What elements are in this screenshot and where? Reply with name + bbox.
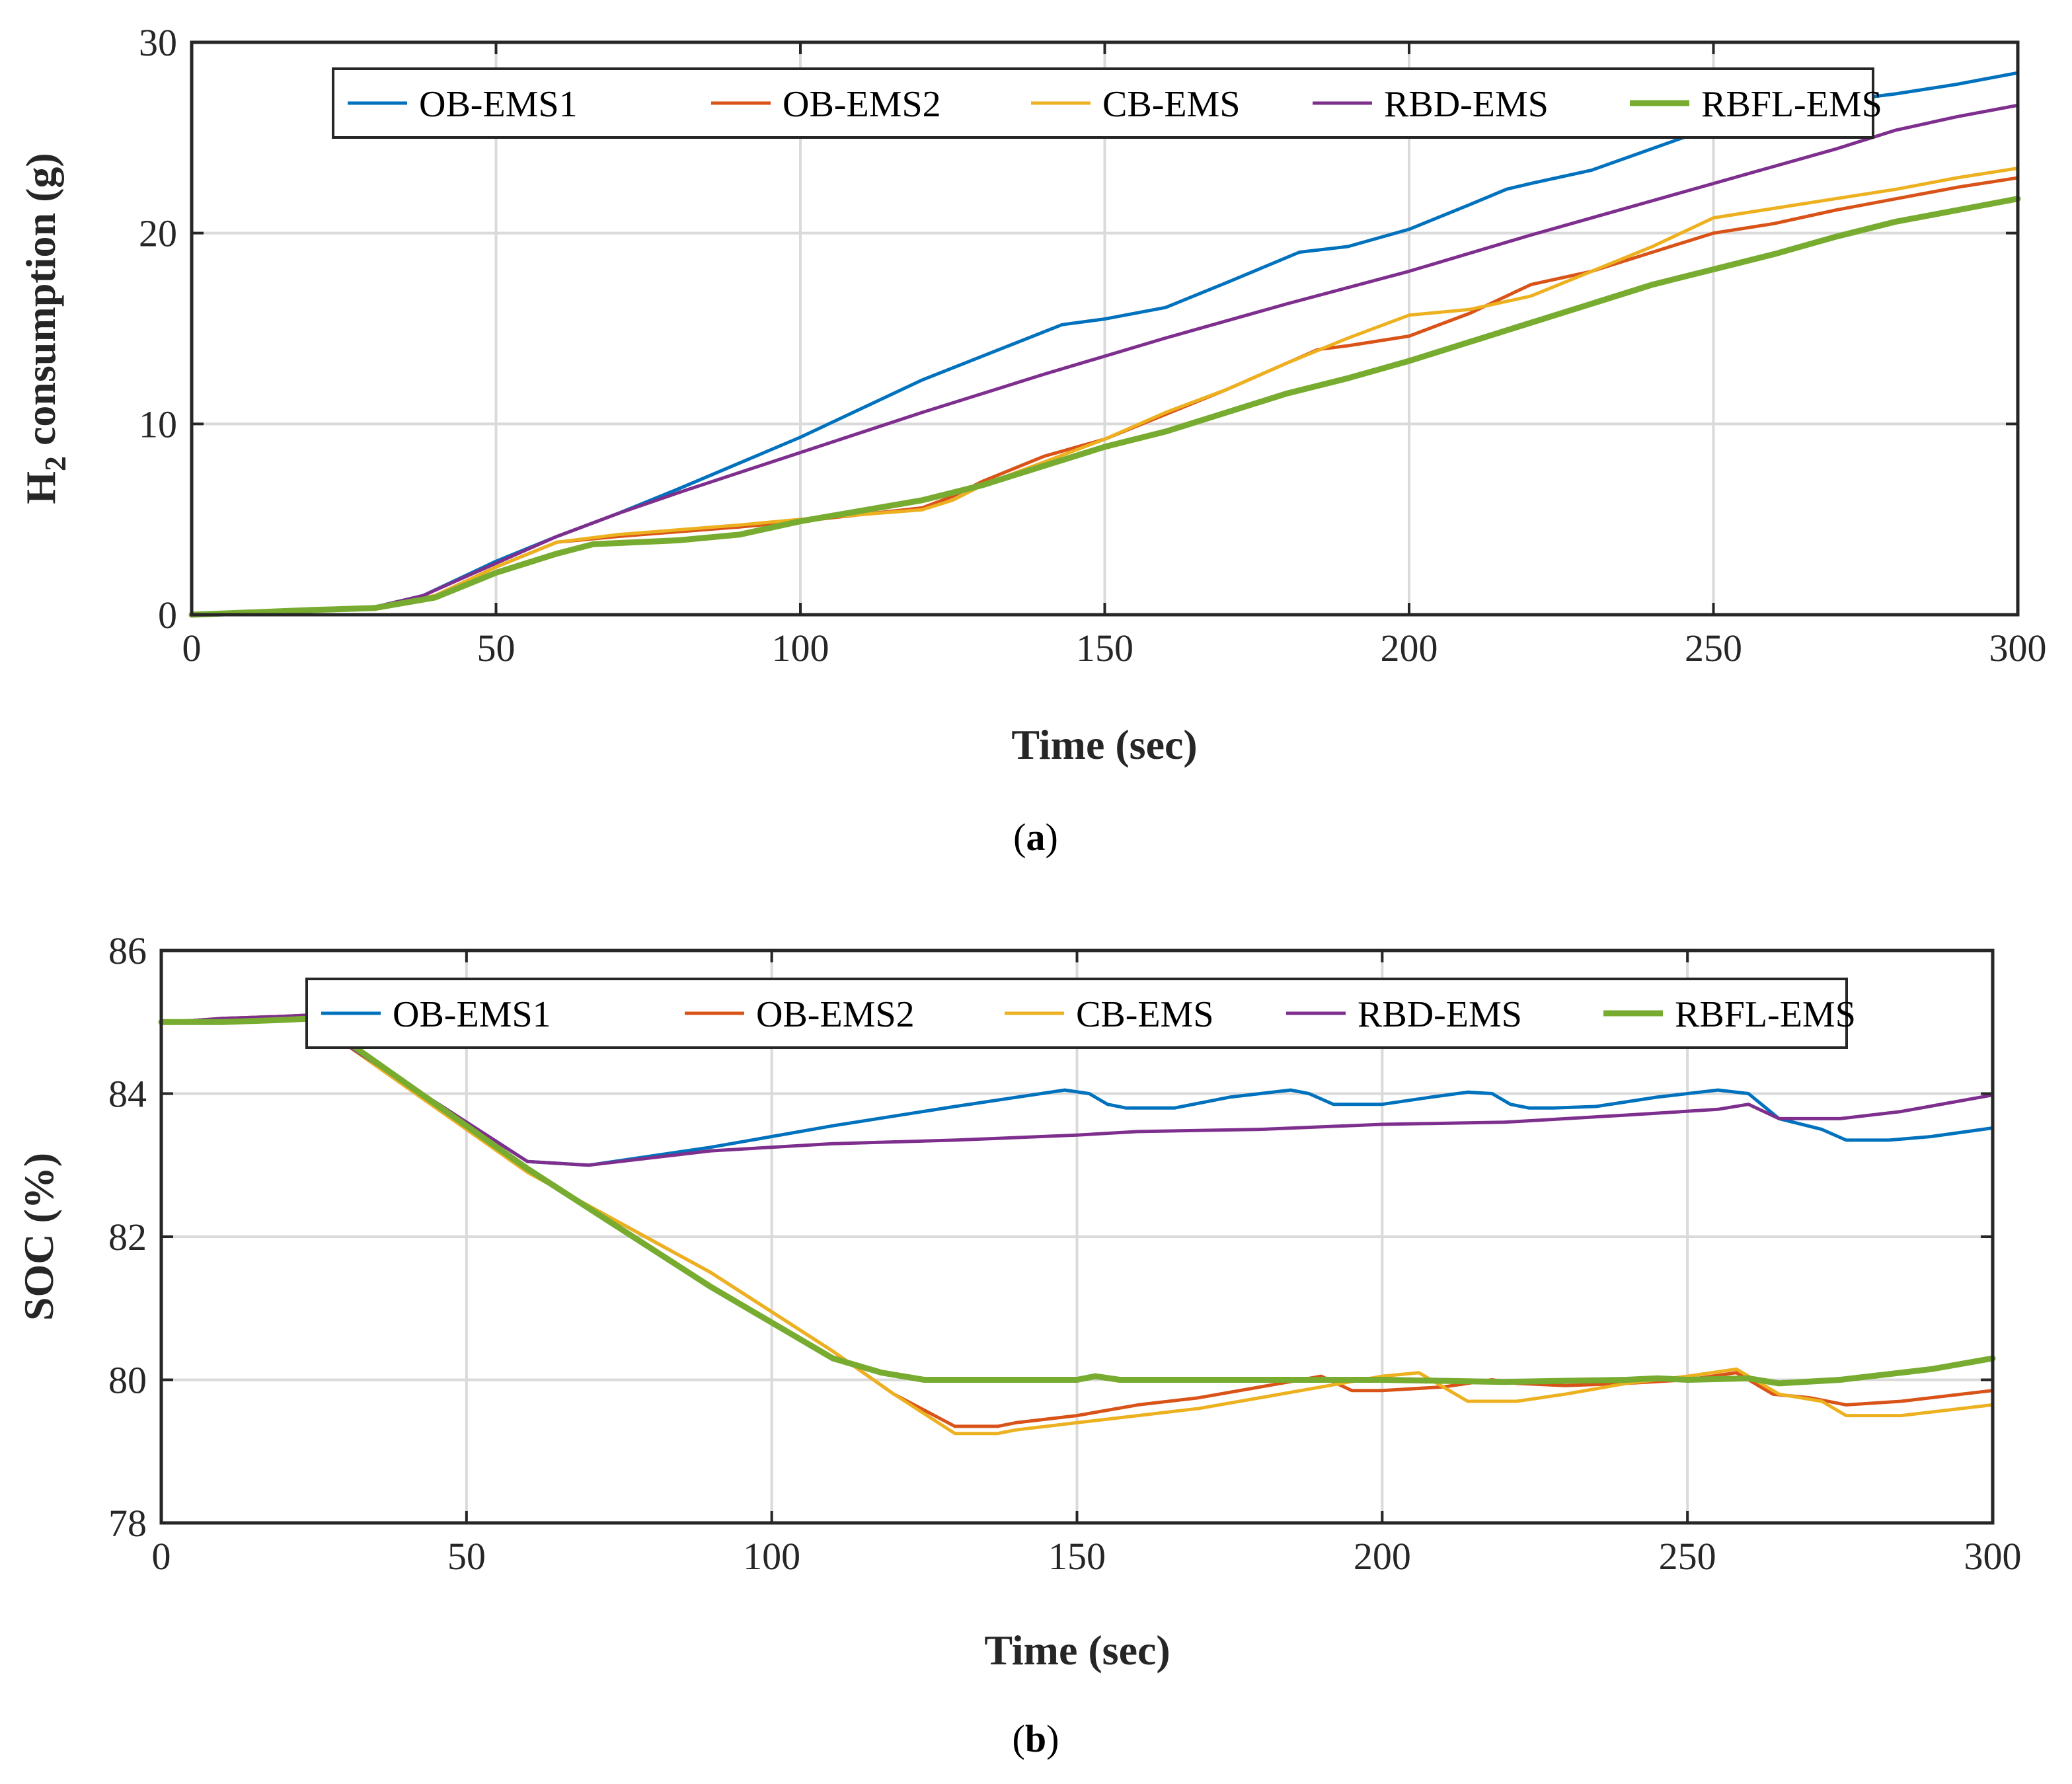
y-tick-label-b: 82 — [108, 1216, 147, 1259]
series-line-rbd-ems-b — [159, 1013, 1995, 1167]
x-tick-label-b: 250 — [1659, 1535, 1716, 1578]
caption-a: (a) — [1013, 816, 1058, 859]
x-tick-label-a: 100 — [772, 627, 829, 670]
legend-label-ob-ems2-b: OB-EMS2 — [756, 994, 915, 1035]
x-tick-label-a: 0 — [182, 627, 202, 670]
y-tick-label-b: 80 — [108, 1359, 147, 1402]
legend-label-rbfl-ems-a: RBFL-EMS — [1701, 84, 1882, 125]
legend-label-ob-ems2-a: OB-EMS2 — [783, 84, 941, 125]
legend-label-ob-ems1-b: OB-EMS1 — [393, 994, 551, 1035]
x-tick-label-a: 50 — [477, 627, 516, 670]
x-axis-label-a: Time (sec) — [1011, 721, 1197, 768]
legend-label-rbfl-ems-b: RBFL-EMS — [1675, 994, 1856, 1035]
y-tick-label-a: 20 — [139, 212, 177, 255]
x-tick-label-b: 0 — [152, 1535, 171, 1578]
x-tick-label-a: 250 — [1685, 627, 1742, 670]
x-tick-label-b: 100 — [743, 1535, 800, 1578]
series-line-rbfl-ems-a — [188, 196, 2021, 618]
panel-a: 0 50 100 150 200 250 300 0 10 20 30 Time (sec) H2 … — [17, 21, 2047, 859]
x-axis-label-b: Time (sec) — [984, 1627, 1170, 1674]
legend-a: OB-EMS1 OB-EMS2 CB-EMS RBD-EMS RBFL-EMS — [332, 67, 1882, 139]
y-tick-label-b: 84 — [108, 1073, 147, 1116]
series-line-rbfl-ems-b — [158, 1015, 1996, 1387]
caption-b: (b) — [1013, 1717, 1059, 1760]
legend-label-cb-ems-b: CB-EMS — [1076, 994, 1214, 1035]
x-tick-label-b: 150 — [1048, 1535, 1106, 1578]
x-tick-label-b: 300 — [1964, 1535, 2022, 1578]
y-tick-label-a: 0 — [158, 594, 177, 637]
legend-label-ob-ems1-a: OB-EMS1 — [419, 84, 578, 125]
y-tick-label-a: 10 — [139, 403, 177, 446]
y-tick-label-b: 78 — [108, 1502, 147, 1545]
x-tick-label-a: 200 — [1381, 627, 1438, 670]
x-tick-label-a: 150 — [1076, 627, 1133, 670]
y-tick-label-a: 30 — [139, 21, 177, 64]
y-axis-label-a: H2 consumption (g) — [17, 153, 72, 504]
legend-label-rbd-ems-b: RBD-EMS — [1358, 994, 1522, 1035]
series-line-rbd-ems-a — [190, 103, 2020, 617]
legend-label-cb-ems-a: CB-EMS — [1102, 84, 1241, 125]
x-tick-label-a: 300 — [1989, 627, 2047, 670]
legend-b: OB-EMS1 OB-EMS2 CB-EMS RBD-EMS RBFL-EMS — [305, 978, 1856, 1049]
x-tick-label-b: 50 — [447, 1535, 486, 1578]
y-axis-label-b: SOC (%) — [15, 1153, 62, 1321]
y-tick-label-b: 86 — [108, 929, 147, 972]
series-line-cb-ems-a — [190, 167, 2020, 617]
legend-label-rbd-ems-a: RBD-EMS — [1384, 84, 1549, 125]
x-tick-label-b: 200 — [1354, 1535, 1411, 1578]
